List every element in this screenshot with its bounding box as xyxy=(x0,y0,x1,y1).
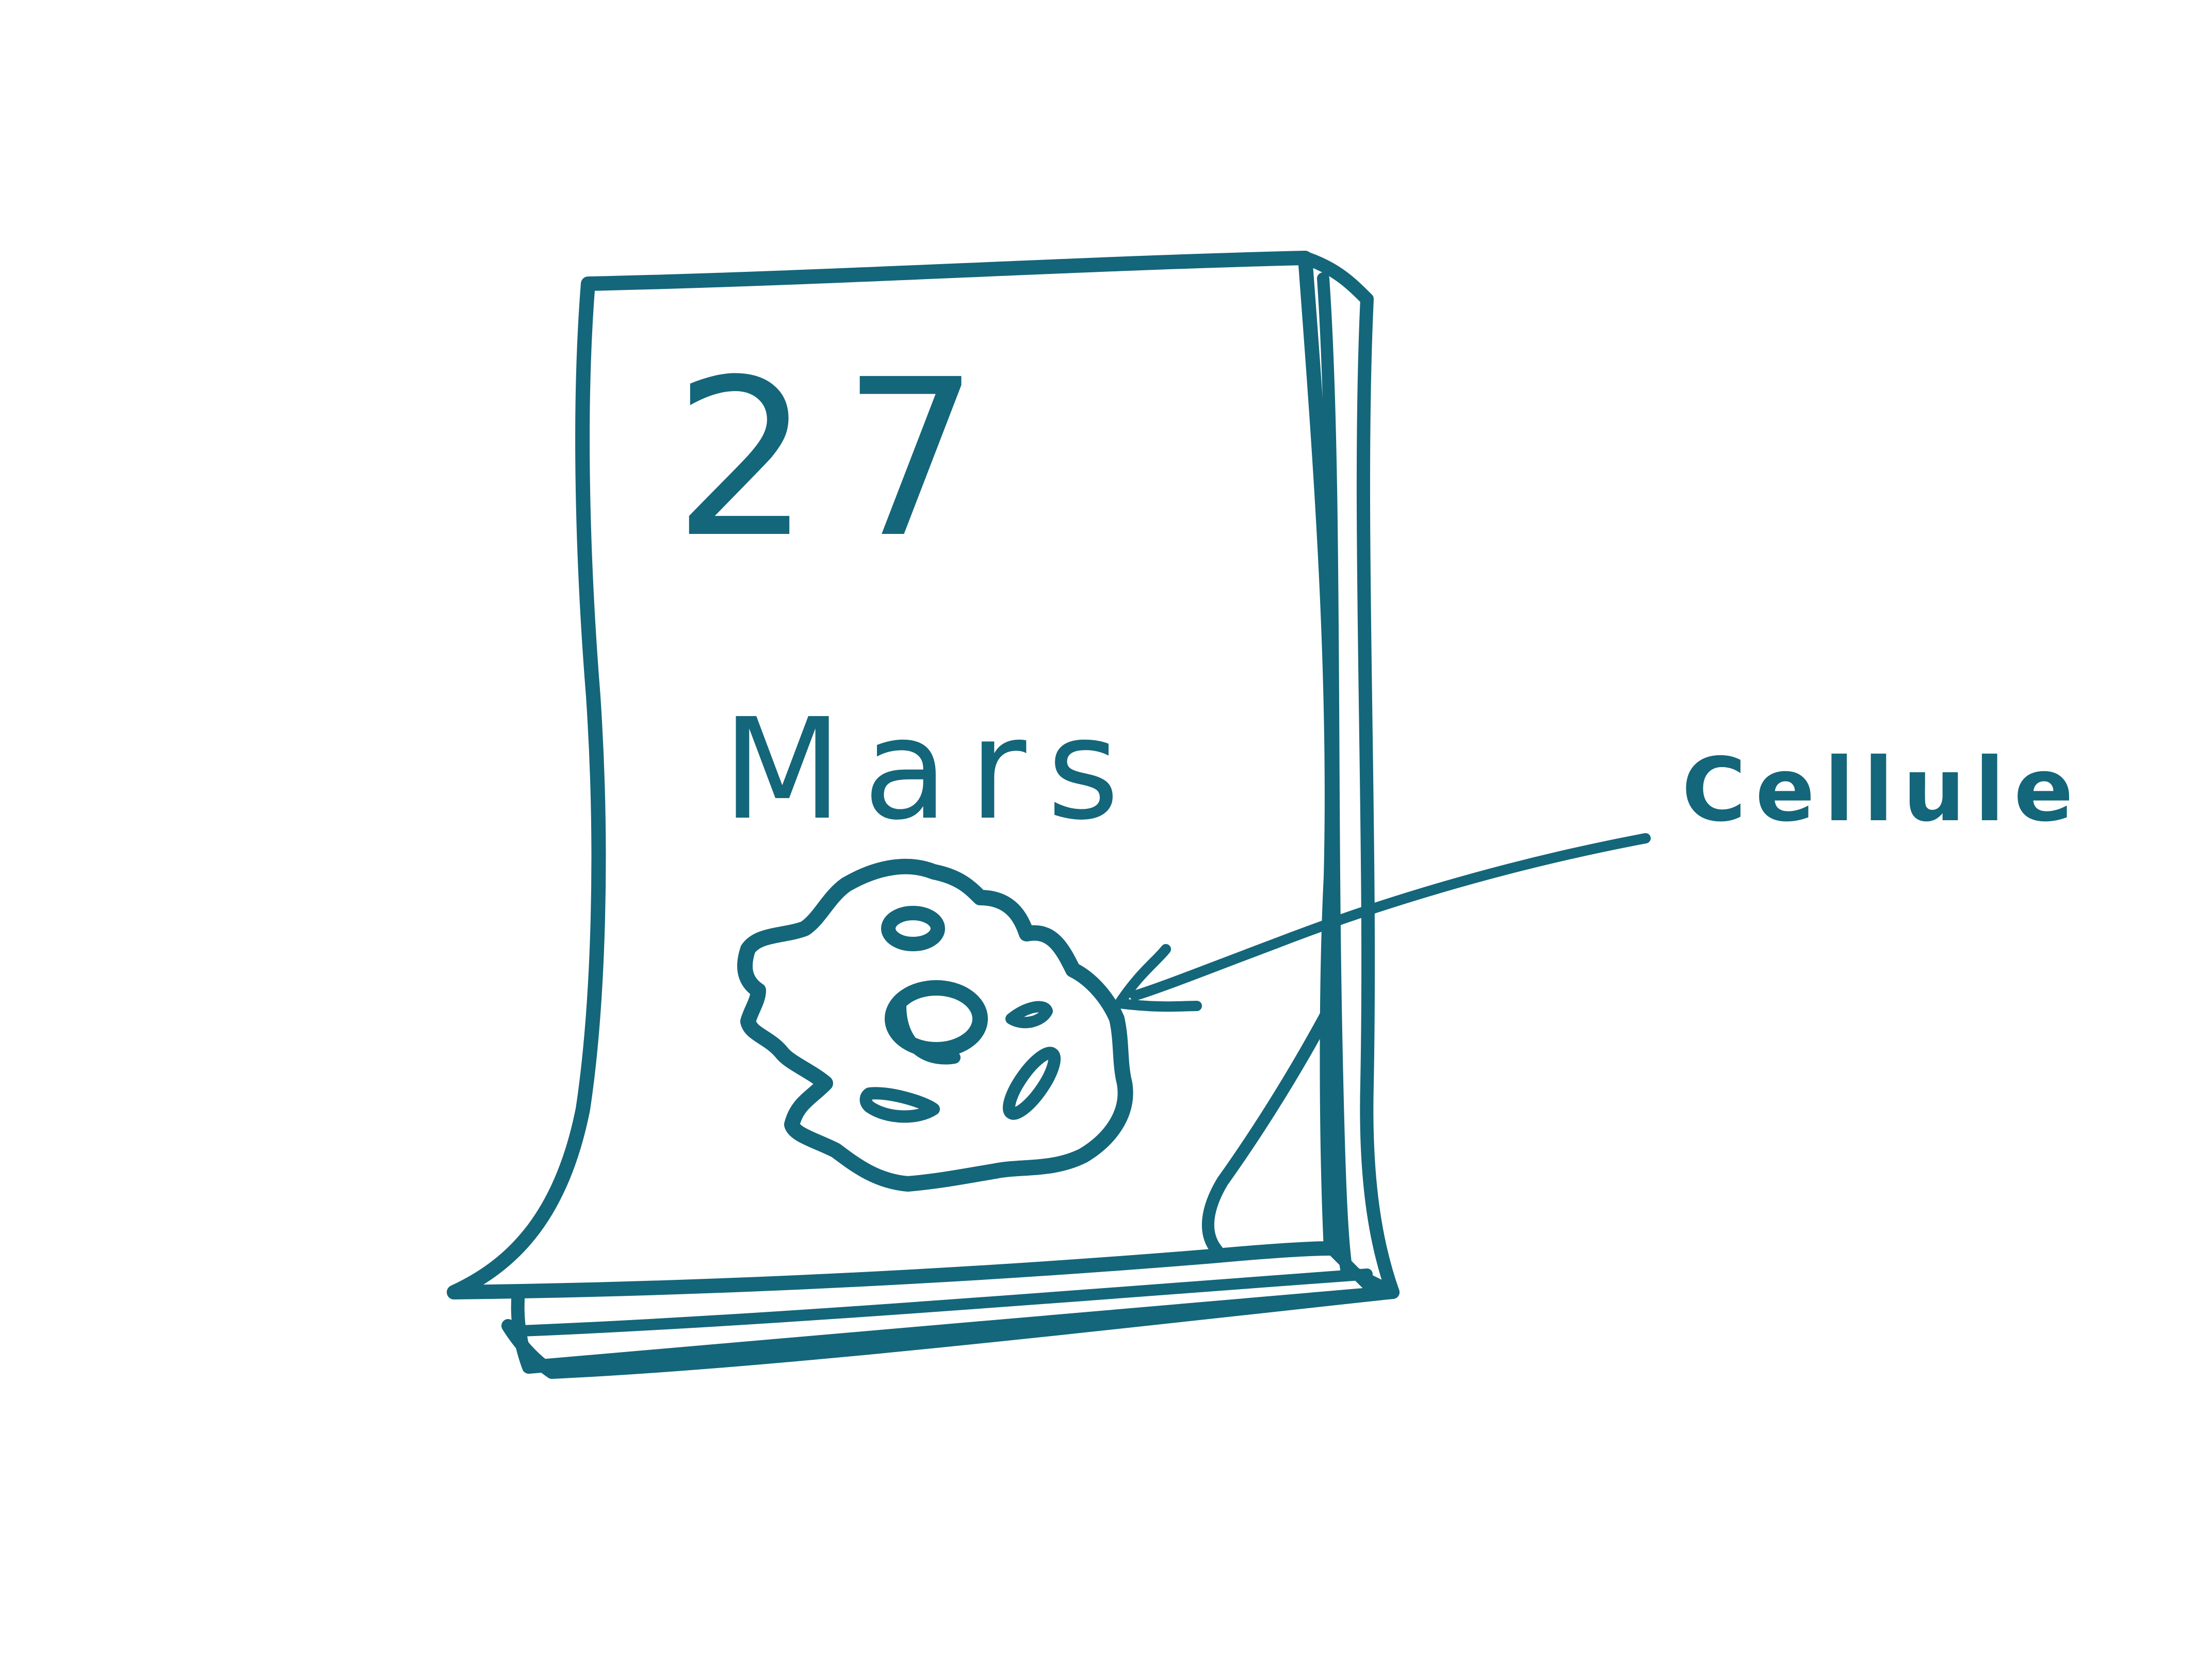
annotation-label: Cellule xyxy=(1682,739,2083,841)
cell-organelle xyxy=(1005,1001,1053,1029)
calendar-month-name: Mars xyxy=(722,688,1140,851)
cell-membrane xyxy=(737,858,1133,1192)
cell-nucleus-inner-curve xyxy=(894,1000,961,1065)
cell-organelle xyxy=(1002,1047,1061,1120)
arrow-line xyxy=(1130,833,1651,1001)
cell-nucleus xyxy=(885,980,988,1058)
cell-organelle xyxy=(859,1087,940,1123)
calendar-page-stack xyxy=(501,1268,1400,1379)
calendar-page-outline xyxy=(447,251,1339,1299)
calendar-day-number: 27 xyxy=(673,333,1011,585)
cell-icon xyxy=(737,858,1133,1192)
cell-organelle xyxy=(881,906,945,951)
page-curl xyxy=(1201,1000,1337,1257)
arrow-head xyxy=(1114,944,1202,1012)
arrow-icon xyxy=(1114,833,1651,1012)
